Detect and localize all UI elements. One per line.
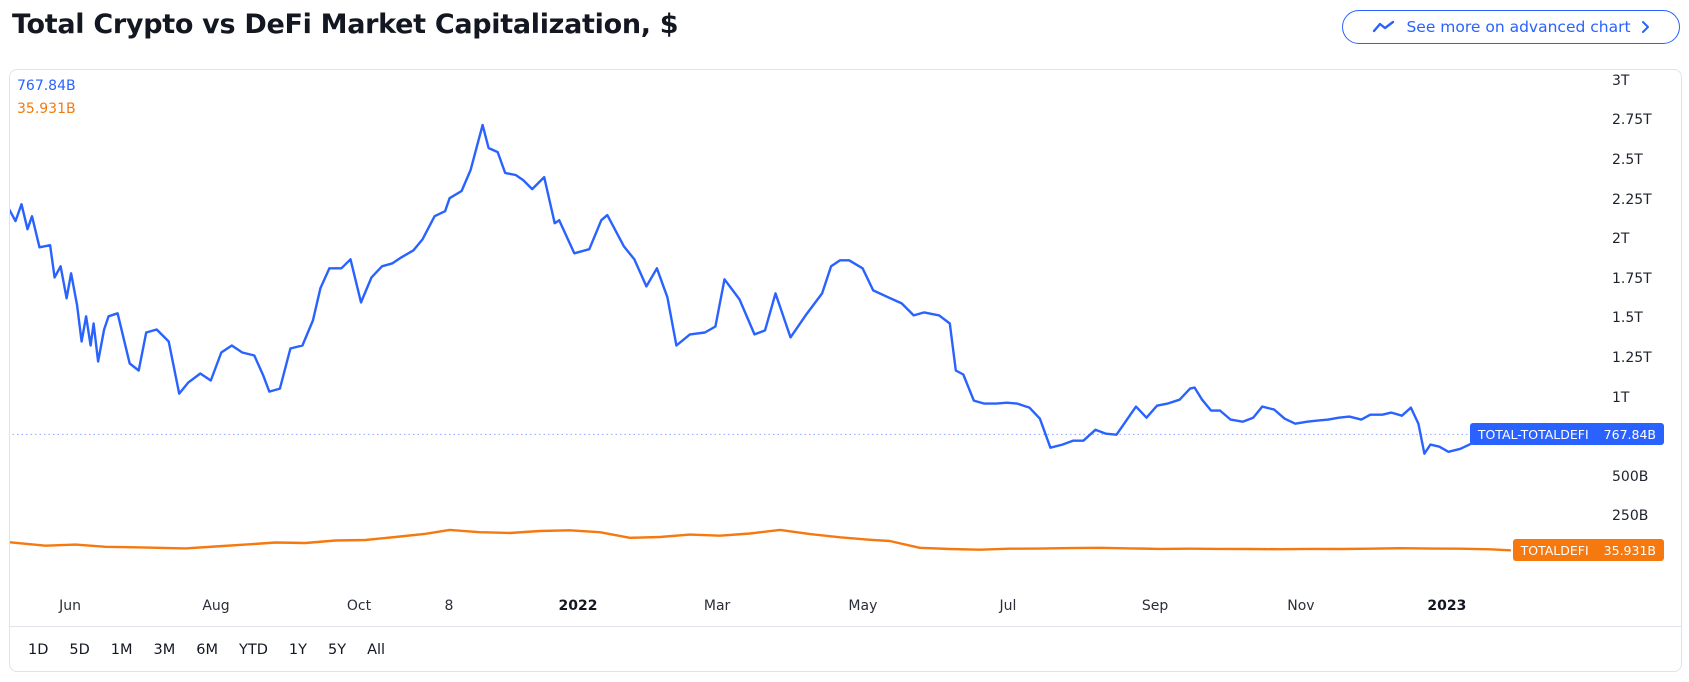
line-chart-icon [1373, 20, 1395, 33]
x-axis-label: Nov [1287, 598, 1315, 614]
chevron-right-icon [1641, 21, 1649, 33]
x-axis-label: 2023 [1427, 598, 1467, 614]
range-button[interactable]: 3M [146, 638, 184, 662]
y-axis-label: 2.25T [1612, 191, 1652, 208]
x-axis-label: 2022 [558, 598, 598, 614]
range-button[interactable]: 5Y [320, 638, 354, 662]
current-value-totaldefi: 35.931B [17, 101, 76, 117]
x-axis-label: Mar [703, 598, 731, 614]
y-axis-label: 3T [1612, 72, 1630, 89]
x-axis-label: May [848, 598, 878, 614]
current-value-total-minus-defi: 767.84B [17, 78, 76, 94]
range-divider [10, 626, 1681, 627]
y-axis-label: 1.5T [1612, 310, 1643, 327]
series-line-total-totaldefi [10, 123, 1512, 455]
badge-value: 767.84B [1603, 426, 1656, 442]
x-axis-label: Oct [346, 598, 372, 614]
y-axis-label: 500B [1612, 468, 1649, 485]
x-axis-label: Jul [999, 598, 1017, 614]
y-axis-label: 2T [1612, 231, 1630, 248]
see-more-label: See more on advanced chart [1406, 18, 1631, 36]
y-axis-label: 1.75T [1612, 270, 1652, 287]
range-button[interactable]: All [359, 638, 393, 662]
range-button[interactable]: 1Y [281, 638, 315, 662]
range-button[interactable]: YTD [231, 638, 276, 662]
range-button[interactable]: 6M [188, 638, 226, 662]
x-axis-label: Jun [59, 598, 81, 614]
y-axis-label: 2.75T [1612, 112, 1652, 129]
x-axis-label: Aug [202, 598, 230, 614]
range-button[interactable]: 5D [61, 638, 97, 662]
x-axis-label: 8 [444, 598, 454, 614]
range-button[interactable]: 1M [103, 638, 141, 662]
y-axis-label: 1T [1612, 389, 1630, 406]
chart-panel [9, 69, 1682, 672]
price-badge: TOTALDEFI 35.931B [1512, 539, 1664, 562]
range-selector: 1D 5D 1M 3M 6M YTD 1Y 5Y All [20, 638, 393, 662]
y-axis-label: 250B [1612, 508, 1649, 525]
badge-value: 35.931B [1603, 542, 1656, 558]
y-axis-label: 1.25T [1612, 350, 1652, 366]
badge-symbol-label: TOTAL-TOTALDEFI [1477, 426, 1589, 442]
y-axis-label: 2.5T [1612, 152, 1643, 168]
range-button[interactable]: 1D [20, 638, 56, 662]
x-axis-label: Sep [1141, 598, 1169, 614]
badge-symbol-label: TOTALDEFI [1520, 542, 1589, 558]
price-badge: TOTAL-TOTALDEFI 767.84B [1469, 423, 1664, 446]
page-title: Total Crypto vs DeFi Market Capitalizati… [12, 9, 679, 40]
series-line-totaldefi [10, 528, 1512, 552]
see-more-advanced-chart-button[interactable]: See more on advanced chart [1342, 10, 1680, 44]
